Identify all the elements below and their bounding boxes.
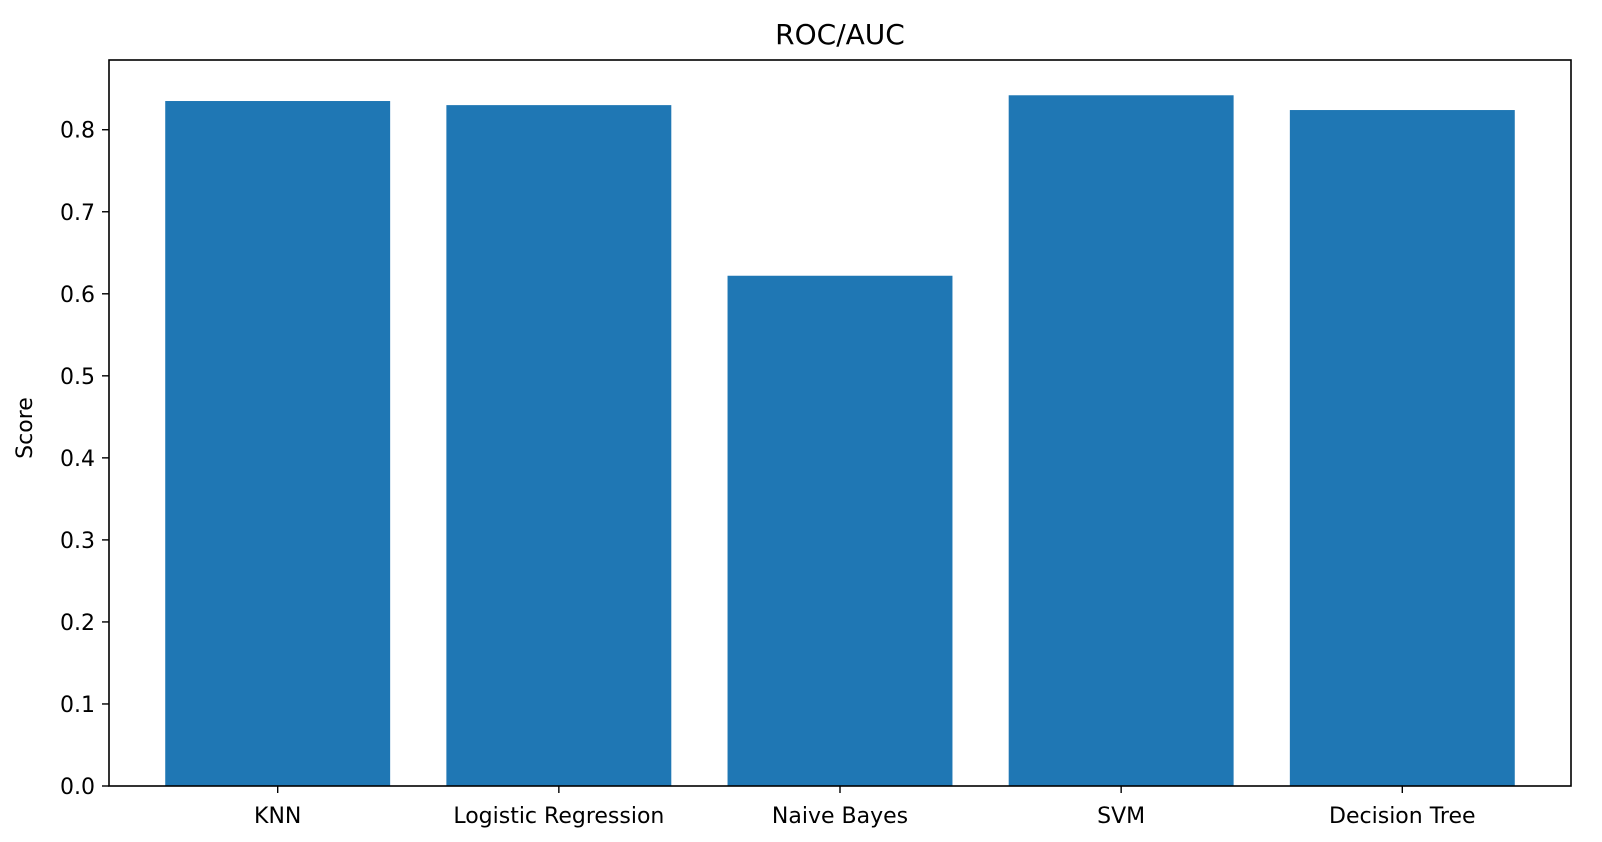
y-tick-label: 0.4 — [60, 447, 95, 472]
y-tick-label: 0.6 — [60, 283, 95, 308]
y-tick-label: 0.1 — [60, 693, 95, 718]
y-tick-label: 0.8 — [60, 119, 95, 144]
y-tick-label: 0.5 — [60, 365, 95, 390]
bars-group — [165, 95, 1515, 787]
y-axis-ticks: 0.0 0.1 0.2 0.3 0.4 0.5 0.6 0.7 0.8 — [60, 119, 109, 800]
bar-knn — [165, 101, 391, 786]
bar-naive-bayes — [727, 275, 953, 786]
y-axis-label: Score — [13, 397, 38, 459]
x-tick-label: Naive Bayes — [772, 804, 908, 829]
y-tick-label: 0.2 — [60, 611, 95, 636]
x-tick-label: Logistic Regression — [453, 804, 664, 829]
x-tick-label: KNN — [254, 804, 301, 829]
x-tick-label: Decision Tree — [1329, 804, 1476, 829]
plot-frame — [108, 59, 1572, 787]
x-tick-label: SVM — [1097, 804, 1145, 829]
bar-decision-tree — [1289, 110, 1515, 787]
x-axis-ticks: KNN Logistic Regression Naive Bayes SVM Deci… — [254, 786, 1476, 829]
bar-logistic-regression — [446, 105, 672, 787]
bar-svm — [1008, 95, 1234, 786]
y-tick-label: 0.0 — [60, 775, 95, 800]
y-tick-label: 0.7 — [60, 201, 95, 226]
chart-title: ROC/AUC — [775, 18, 905, 51]
y-tick-label: 0.3 — [60, 529, 95, 554]
